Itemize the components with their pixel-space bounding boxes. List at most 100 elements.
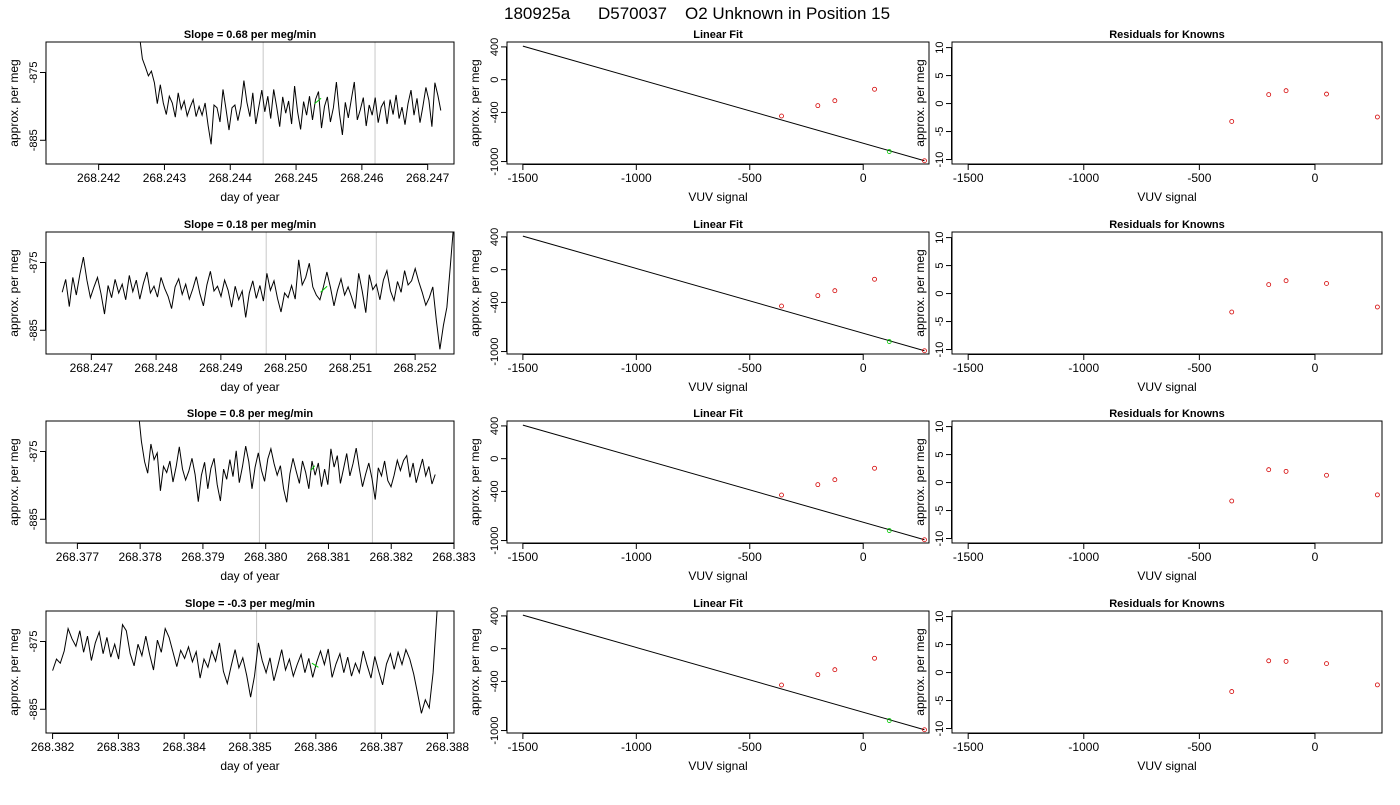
x-tick-label: -500: [1187, 361, 1211, 375]
plot-area: [1229, 467, 1380, 504]
x-tick-label: 268.388: [426, 740, 470, 754]
x-axis-label: VUV signal: [688, 569, 747, 583]
known-point: [922, 158, 927, 164]
plot-area: [1229, 88, 1380, 124]
y-tick-label: -1000: [489, 147, 501, 175]
plot-area: [52, 611, 438, 733]
y-axis-label: approx. per meg: [913, 438, 927, 525]
figure-description: O2 Unknown in Position 15: [685, 4, 890, 23]
figure-sample-id: D570037: [598, 4, 667, 23]
known-point: [922, 727, 927, 733]
residual-point: [1266, 92, 1272, 98]
x-tick-label: -500: [738, 550, 762, 564]
panel-title: Residuals for Knowns: [1109, 598, 1225, 610]
x-tick-label: -500: [738, 171, 762, 185]
y-tick-label: 5: [934, 73, 946, 79]
x-tick-label: 268.382: [370, 550, 414, 564]
y-tick-label: -5: [934, 317, 946, 327]
x-axis-label: VUV signal: [688, 759, 747, 773]
residual-point: [1229, 689, 1235, 694]
known-point: [832, 288, 838, 294]
y-axis-label: approx. per meg: [7, 249, 21, 336]
y-tick-label: 5: [934, 642, 946, 648]
residual-point: [1229, 119, 1235, 124]
x-tick-label: 0: [860, 361, 867, 375]
y-tick-label: -875: [28, 251, 40, 273]
known-point: [832, 477, 838, 483]
chart-panel-4: Linear Fit -1500 -1000 -500 0 VUV signal 400 0 -…: [468, 29, 930, 204]
y-tick-label: 0: [934, 100, 946, 106]
x-tick-label: 268.383: [97, 740, 141, 754]
x-tick-label: 268.246: [340, 171, 384, 185]
chart-panel-3: Slope = -0.3 per meg/min 268.382 268.383 26…: [7, 598, 470, 773]
chart-panel-2: Slope = 0.8 per meg/min 268.377 268.378 268…: [7, 408, 476, 583]
x-tick-label: -1500: [508, 740, 539, 754]
chart-panel-8: Residuals for Knowns -1500 -1000 -500 0 VUV s…: [913, 29, 1383, 204]
x-tick-label: 268.248: [134, 361, 178, 375]
y-axis-label: approx. per meg: [468, 59, 482, 146]
fit-line: [522, 424, 925, 541]
x-tick-label: 268.385: [228, 740, 272, 754]
x-tick-label: -1500: [953, 361, 984, 375]
unknown-trace: [320, 285, 328, 293]
y-tick-label: 5: [934, 263, 946, 269]
panel-title: Linear Fit: [693, 598, 743, 610]
panel-title: Residuals for Knowns: [1109, 219, 1225, 231]
x-tick-label: 268.382: [31, 740, 75, 754]
residual-point: [1324, 91, 1329, 97]
x-tick-label: -1000: [1068, 550, 1099, 564]
known-point: [832, 98, 838, 104]
known-point: [872, 276, 877, 282]
chart-panel-6: Linear Fit -1500 -1000 -500 0 VUV signal 400 0 -…: [468, 408, 930, 583]
known-point: [779, 682, 784, 688]
known-point: [872, 655, 877, 661]
x-tick-label: 0: [860, 740, 867, 754]
y-tick-label: 0: [489, 77, 501, 83]
plot-area: [522, 235, 927, 354]
chart-panel-1: Slope = 0.18 per meg/min 268.247 268.248 26…: [7, 219, 455, 394]
x-tick-label: 268.244: [209, 171, 253, 185]
plot-area: [522, 45, 927, 164]
residual-point: [1229, 498, 1235, 504]
x-tick-label: 268.379: [181, 550, 225, 564]
chart-panel-5: Linear Fit -1500 -1000 -500 0 VUV signal 400 0 -…: [468, 219, 930, 394]
x-axis-label: day of year: [220, 759, 279, 773]
plot-area: [138, 421, 436, 543]
plot-frame: [951, 41, 1383, 165]
x-tick-label: 268.245: [274, 171, 318, 185]
plot-frame: [45, 420, 455, 544]
x-tick-label: 268.252: [393, 361, 437, 375]
known-point: [815, 293, 821, 299]
panel-title: Linear Fit: [693, 219, 743, 231]
chart-panel-9: Residuals for Knowns -1500 -1000 -500 0 VUV s…: [913, 219, 1383, 394]
residual-point: [1324, 281, 1329, 286]
plot-frame: [506, 610, 930, 734]
residual-point: [1324, 661, 1329, 667]
panel-title: Residuals for Knowns: [1109, 408, 1225, 420]
unknown-point: [886, 528, 892, 533]
unknown-point: [886, 149, 892, 154]
x-tick-label: 0: [860, 171, 867, 185]
residual-point: [1324, 472, 1329, 478]
y-tick-label: -885: [28, 319, 40, 341]
y-tick-label: -400: [489, 670, 501, 692]
plot-frame: [506, 420, 930, 544]
panel-title: Linear Fit: [693, 408, 743, 420]
plot-area: [1229, 658, 1380, 694]
panel-title: Linear Fit: [693, 29, 743, 41]
plot-frame: [951, 231, 1383, 355]
residual-point: [1374, 304, 1380, 310]
y-tick-label: -875: [28, 61, 40, 83]
plot-frame: [506, 231, 930, 355]
y-tick-label: 10: [934, 610, 946, 622]
panel-title: Residuals for Knowns: [1109, 29, 1225, 41]
known-point: [922, 348, 927, 354]
data-trace: [61, 232, 454, 350]
x-tick-label: -1000: [1068, 740, 1099, 754]
y-tick-label: 0: [489, 646, 501, 652]
known-point: [815, 482, 821, 488]
panel-title: Slope = 0.68 per meg/min: [184, 29, 317, 41]
y-axis-label: approx. per meg: [7, 59, 21, 146]
y-tick-label: -1000: [489, 716, 501, 744]
plot-frame: [506, 41, 930, 165]
